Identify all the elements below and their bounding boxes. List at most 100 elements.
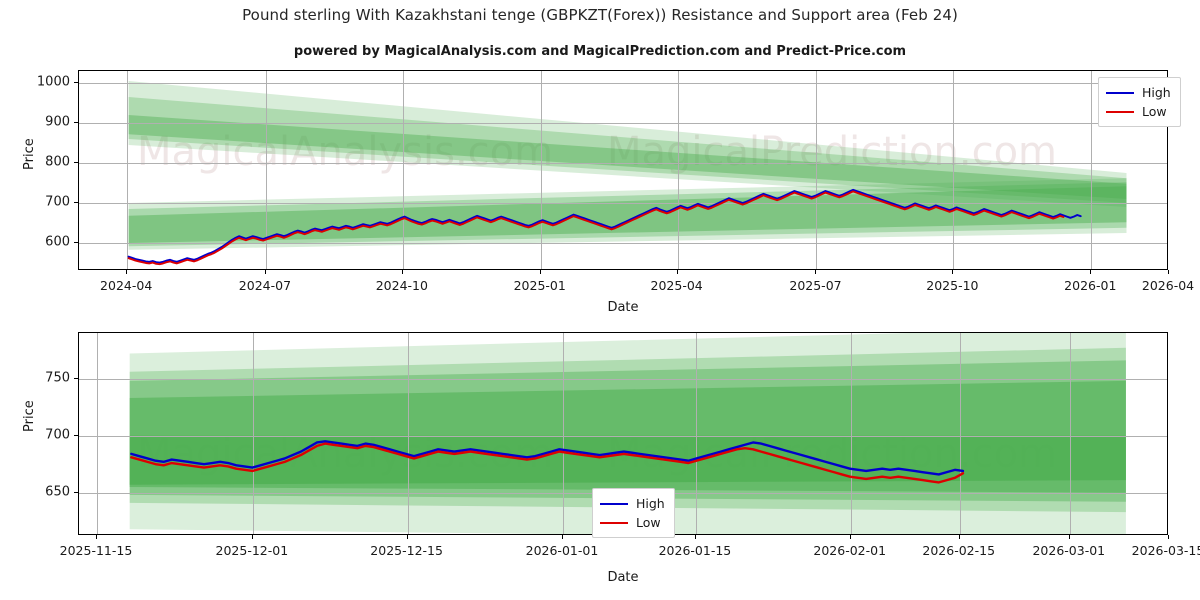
plot-svg	[130, 440, 965, 484]
detail-y-tickmark-700	[74, 434, 78, 436]
overview-y-tickmark-900	[74, 122, 78, 123]
overview-x-tick-2025-10: 2025-10	[926, 278, 979, 293]
overview-y-tick-1000: 1000	[36, 74, 70, 90]
detail-gridline-v-2	[407, 333, 409, 534]
detail-gridline-h-2	[79, 378, 1167, 380]
overview-y-axis-label: Price	[22, 138, 37, 170]
overview-high-line	[127, 188, 1082, 264]
detail-x-tick-2026-01-01: 2026-01-01	[525, 543, 599, 558]
page-title: Pound sterling With Kazakhstani tenge (G…	[242, 6, 958, 24]
overview-gridline-h-2	[79, 163, 1167, 164]
plot-svg	[127, 188, 1082, 266]
overview-gridline-v-1	[265, 71, 267, 269]
overview-x-tickmark-2024-07	[264, 270, 266, 274]
legend-label-high: High	[1142, 85, 1171, 100]
overview-x-tick-2026-01: 2026-01	[1064, 278, 1117, 293]
overview-x-tickmark-2025-10	[952, 270, 954, 274]
detail-x-tick-2026-03-01: 2026-03-01	[1032, 543, 1106, 558]
legend-item-high[interactable]: High	[600, 494, 665, 513]
detail-y-tick-700: 700	[45, 427, 70, 443]
detail-gridline-v-3	[562, 333, 564, 534]
detail-x-tick-2026-02-15: 2026-02-15	[922, 543, 996, 558]
detail-x-tick-2025-11-15: 2025-11-15	[59, 543, 133, 558]
overview-x-tick-2024-04: 2024-04	[100, 278, 153, 293]
overview-x-tick-2025-01: 2025-01	[513, 278, 566, 293]
overview-x-tickmark-2025-01	[539, 270, 541, 274]
overview-y-tickmark-600	[74, 242, 78, 243]
overview-x-tickmark-2025-07	[815, 270, 817, 274]
overview-y-tick-800: 800	[45, 154, 70, 170]
legend-label-low: Low	[1142, 104, 1167, 119]
detail-x-tick-2026-01-15: 2026-01-15	[658, 543, 732, 558]
page-subtitle: powered by MagicalAnalysis.com and Magic…	[293, 44, 907, 59]
overview-gridline-h-0	[79, 243, 1167, 244]
overview-x-tick-2026-04: 2026-04	[1141, 278, 1195, 293]
overview-y-tick-600: 600	[45, 234, 70, 250]
detail-gridline-h-1	[79, 435, 1167, 437]
detail-y-tickmark-650	[74, 491, 78, 493]
detail-x-tickmark-2026-02-15	[958, 535, 960, 539]
overview-x-tick-2025-07: 2025-07	[789, 278, 842, 293]
overview-y-tick-900: 900	[45, 114, 70, 130]
overview-gridline-v-0	[127, 71, 129, 269]
detail-x-tickmark-2026-03-01	[1068, 535, 1070, 539]
support-band-layer-0	[128, 178, 1127, 250]
overview-gridline-v-6	[953, 71, 955, 269]
overview-y-tickmark-700	[74, 202, 78, 203]
detail-gridline-v-0	[96, 333, 98, 534]
resistance-band-layer-2	[128, 115, 1127, 199]
plot-svg	[129, 333, 1126, 534]
overview-x-tickmark-2026-04	[1168, 270, 1169, 274]
legend-swatch-high	[1106, 91, 1134, 94]
detail-x-tickmark-2026-03-15	[1168, 535, 1169, 539]
detail-x-tick-2026-02-01: 2026-02-01	[813, 543, 887, 558]
overview-gridline-v-2	[402, 71, 404, 269]
overview-gridline-v-5	[816, 71, 818, 269]
detail-y-tick-750: 750	[45, 370, 70, 386]
detail-y-tick-650: 650	[45, 484, 70, 500]
detail-x-tick-2025-12-01: 2025-12-01	[215, 543, 289, 558]
overview-low-line	[127, 190, 1065, 266]
detail-x-tickmark-2025-11-15	[95, 535, 97, 539]
detail-x-tickmark-2026-01-01	[561, 535, 563, 539]
detail-gridline-v-7	[1069, 333, 1071, 534]
overview-x-tickmark-2025-04	[676, 270, 678, 274]
overview-y-tickmark-800	[74, 162, 78, 163]
overview-gridline-v-3	[540, 71, 542, 269]
legend-item-low[interactable]: Low	[1106, 102, 1171, 121]
detail-gridline-v-4	[695, 333, 697, 534]
detail-x-tick-2026-03-15: 2026-03-15	[1131, 543, 1200, 558]
plot-svg	[128, 81, 1127, 250]
detail-low-line	[130, 442, 965, 484]
legend-label-high: High	[636, 496, 665, 511]
overview-x-tickmark-2024-04	[126, 270, 128, 274]
detail-high-line	[130, 440, 965, 476]
detail-x-tickmark-2026-02-01	[849, 535, 851, 539]
detail-y-axis-label: Price	[22, 400, 37, 432]
legend-swatch-high	[600, 502, 628, 505]
detail-legend[interactable]: High Low	[592, 488, 675, 538]
overview-gridline-h-3	[79, 123, 1167, 124]
legend-item-high[interactable]: High	[1106, 83, 1171, 102]
overview-x-tick-2024-07: 2024-07	[238, 278, 292, 293]
overview-gridline-h-1	[79, 203, 1167, 204]
detail-gridline-v-5	[850, 333, 852, 534]
overview-x-axis-label: Date	[607, 300, 639, 315]
overview-y-tick-700: 700	[45, 194, 70, 210]
detail-y-tickmark-750	[74, 377, 78, 379]
overview-x-tick-2024-10: 2024-10	[375, 278, 428, 293]
overview-x-tickmark-2026-01	[1090, 270, 1092, 274]
detail-gridline-v-6	[959, 333, 961, 534]
overview-plot-frame: MagicalAnalysis.com MagicalPrediction.com	[78, 70, 1168, 270]
overview-chart-panel: MagicalAnalysis.com MagicalPrediction.com	[78, 70, 1168, 270]
overview-gridline-h-4	[79, 83, 1167, 84]
legend-label-low: Low	[636, 515, 661, 530]
detail-x-tick-2025-12-15: 2025-12-15	[370, 543, 443, 558]
overview-legend[interactable]: High Low	[1098, 77, 1181, 127]
overview-plot-area: MagicalAnalysis.com MagicalPrediction.com	[79, 71, 1167, 269]
resistance-band-layer-0	[128, 81, 1127, 207]
legend-item-low[interactable]: Low	[600, 513, 665, 532]
overview-gridline-v-4	[677, 71, 679, 269]
